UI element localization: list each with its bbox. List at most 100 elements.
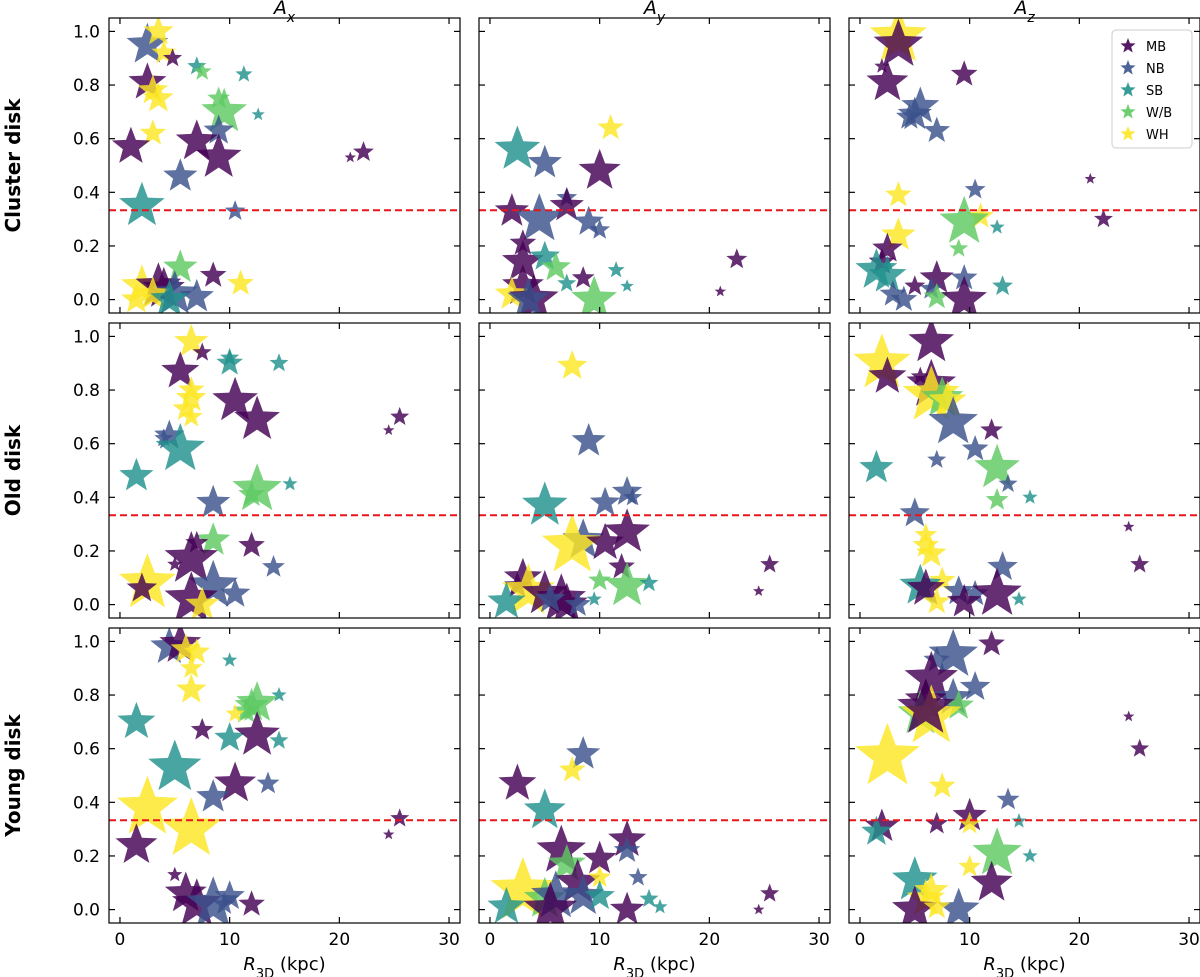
data-point-MB — [167, 556, 183, 571]
y-tick-label: 0.8 — [73, 76, 100, 96]
x-tick-label: 10 — [589, 930, 611, 950]
panel-frame — [108, 17, 461, 314]
data-point-MB — [344, 151, 356, 163]
data-point-SB — [892, 856, 938, 900]
data-point-NB — [188, 559, 238, 607]
data-point-MB — [578, 148, 621, 189]
data-point-SB — [148, 739, 202, 791]
data-point-NB — [928, 396, 978, 444]
legend: MB NB SB W/B WH — [1111, 29, 1193, 149]
data-point-MB — [925, 811, 949, 834]
data-point-WB — [588, 568, 612, 591]
data-point-MB — [238, 531, 265, 557]
data-point-WH — [225, 703, 245, 722]
data-point-WH — [558, 756, 586, 782]
data-point-MB — [904, 275, 926, 296]
data-point-NB — [186, 876, 240, 923]
data-point-MB — [1084, 172, 1096, 184]
panel-frame — [478, 627, 831, 924]
data-point-WB — [238, 480, 265, 506]
data-point-NB — [623, 487, 643, 506]
data-point-MB — [126, 572, 158, 602]
data-point-NB — [589, 486, 621, 516]
data-point-MB — [873, 18, 924, 66]
data-point-SB — [861, 815, 892, 845]
data-point-NB — [589, 218, 611, 239]
panel-1-3 — [848, 17, 1200, 314]
data-point-MB — [523, 881, 577, 923]
data-point-NB — [154, 428, 174, 447]
data-point-NB — [152, 270, 198, 313]
data-point-SB — [989, 219, 1005, 234]
data-point-MB — [167, 866, 183, 882]
data-point-MB — [604, 508, 650, 552]
data-point-NB — [562, 874, 605, 914]
legend-marker — [1120, 126, 1136, 141]
data-point-MB — [608, 553, 635, 579]
panel-3-3: 0 10 20 30 — [848, 627, 1200, 950]
data-point-NB — [961, 435, 989, 461]
data-point-MB — [234, 395, 280, 439]
points — [118, 323, 410, 618]
data-point-WH — [541, 513, 603, 572]
data-point-NB — [923, 646, 951, 672]
data-point-WB — [207, 86, 231, 109]
data-point-WH — [906, 878, 945, 915]
data-point-MB — [980, 418, 1003, 440]
data-point-SB — [639, 888, 659, 907]
data-point-MB — [503, 557, 542, 594]
data-point-MB — [1123, 710, 1135, 722]
data-point-NB — [928, 628, 978, 676]
data-point-NB — [901, 86, 940, 123]
data-point-WB — [571, 275, 617, 313]
data-point-SB — [607, 261, 625, 278]
data-point-SB — [652, 898, 668, 914]
legend-marker — [1120, 104, 1136, 119]
row-label: Cluster disk — [1, 98, 25, 233]
data-point-MB — [554, 858, 601, 903]
y-tick-label: 0.0 — [73, 291, 100, 311]
x-axis-label: R3D (kpc) — [243, 954, 325, 977]
data-point-NB — [163, 158, 198, 191]
panel-2-1: 0.0 0.2 0.4 0.6 0.8 1.0 — [73, 322, 461, 619]
y-tick-label: 0.6 — [73, 740, 100, 760]
data-point-WH — [885, 181, 912, 207]
panel-frame — [108, 627, 461, 924]
x-tick-label: 30 — [1178, 930, 1200, 950]
data-point-MB — [498, 763, 537, 800]
data-point-MB — [571, 266, 595, 288]
data-point-SB — [214, 722, 245, 751]
data-point-WB — [232, 697, 260, 723]
data-point-WH — [143, 82, 174, 112]
data-point-MB — [536, 824, 586, 872]
data-point-WH — [176, 382, 207, 411]
data-point-WH — [928, 566, 956, 592]
panel-frame — [478, 17, 831, 314]
panel-frame — [848, 627, 1200, 924]
data-point-WH — [160, 797, 222, 855]
data-point-NB — [959, 671, 991, 700]
data-point-WH — [185, 586, 220, 618]
data-point-MB — [128, 62, 167, 99]
data-point-MB — [941, 275, 987, 313]
data-point-WH — [928, 772, 956, 798]
data-point-SB — [523, 788, 566, 829]
data-point-NB — [179, 278, 214, 312]
y-tick-label: 0.2 — [73, 237, 100, 257]
data-point-NB — [507, 277, 550, 313]
data-point-WH — [853, 333, 911, 388]
data-point-MB — [1130, 554, 1150, 573]
panel-2-3 — [848, 322, 1200, 619]
data-point-NB — [613, 836, 641, 862]
data-point-NB — [896, 103, 923, 129]
data-point-SB — [1022, 489, 1038, 504]
data-point-WH — [916, 537, 947, 567]
data-point-MB — [195, 133, 242, 177]
data-point-WB — [923, 282, 951, 309]
y-tick-label: 0.6 — [73, 435, 100, 455]
data-point-MB — [908, 323, 955, 362]
data-point-MB — [163, 48, 183, 67]
data-point-NB — [937, 887, 980, 923]
data-point-MB — [864, 808, 899, 841]
